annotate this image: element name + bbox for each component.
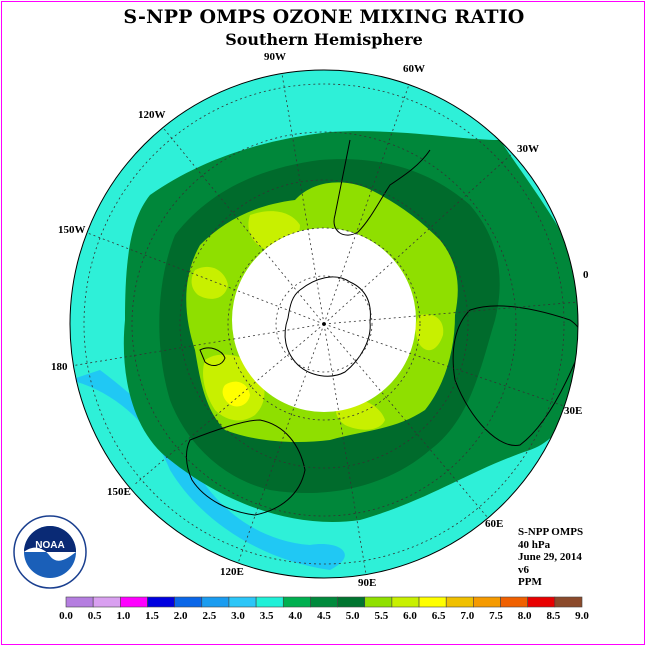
version-label: v6 [518, 563, 529, 576]
observation-date: June 29, 2014 [518, 551, 582, 563]
colorbar-swatch [554, 596, 583, 608]
south-pole-marker [322, 322, 326, 326]
lon-label-30e: 30E [564, 405, 582, 417]
lon-label-120w: 120W [138, 109, 166, 121]
colorbar-swatch [445, 596, 474, 608]
south-america-coastline [333, 139, 431, 236]
instrument-label: S-NPP OMPS [518, 526, 584, 538]
colorbar-tick-label: 3.0 [231, 610, 245, 622]
lon-label-90w: 90W [264, 51, 286, 63]
colorbar-swatch [147, 596, 175, 608]
lon-label-180: 180 [51, 361, 68, 373]
lon-label-0: 0 [583, 269, 589, 281]
colorbar-tick-label: 4.5 [317, 610, 331, 622]
colorbar-tick-label: 9.0 [575, 610, 589, 622]
lon-label-60e: 60E [485, 518, 503, 530]
colorbar-tick-label: 5.5 [374, 610, 388, 622]
colorbar-swatch [527, 596, 556, 608]
colorbar-swatch [174, 596, 203, 608]
noaa-logo-text: NOAA [35, 540, 64, 551]
colorbar-swatch [282, 596, 311, 608]
polar-night-region [232, 228, 416, 412]
lon-label-90e: 90E [358, 577, 376, 589]
map-title: S-NPP OMPS OZONE MIXING RATIO [123, 6, 525, 28]
ozone-band-5.5-6.0 [191, 266, 228, 299]
colorbar-tick-label: 8.5 [546, 610, 560, 622]
antarctica-coastline [284, 276, 371, 377]
colorbar-swatch [65, 596, 94, 608]
colorbar-tick-label: 2.5 [202, 610, 216, 622]
colorbar-swatch [228, 596, 257, 608]
info-block: S-NPP OMPS 40 hPa June 29, 2014 v6 PPM [518, 526, 583, 589]
colorbar-swatch [92, 596, 121, 608]
colorbar-tick-label: 1.0 [116, 610, 130, 622]
colorbar-tick-label: 0.0 [59, 610, 73, 622]
colorbar: 0.0 0.5 1.0 1.5 2.0 2.5 3.0 3.5 4.0 4.5 5.0 5.5 6.0 6… [59, 596, 589, 622]
pressure-level: 40 hPa [518, 538, 551, 551]
colorbar-swatch [500, 596, 528, 608]
colorbar-swatch [391, 596, 420, 608]
colorbar-tick-label: 6.5 [432, 610, 446, 622]
colorbar-tick-label: 3.5 [260, 610, 274, 622]
colorbar-swatch [201, 596, 230, 608]
graticule [70, 70, 578, 578]
map-subtitle: Southern Hemisphere [225, 30, 423, 49]
ozone-band-3.0-3.5 [70, 370, 345, 570]
noaa-logo: NOAA [13, 515, 87, 589]
colorbar-tick-label: 8.0 [518, 610, 532, 622]
africa-coastline [452, 305, 578, 447]
colorbar-tick-label: 6.0 [403, 610, 417, 622]
colorbar-tick-label: 7.5 [489, 610, 503, 622]
ozone-field [70, 70, 578, 578]
colorbar-tick-label: 2.0 [174, 610, 188, 622]
colorbar-swatch [120, 596, 148, 608]
new-zealand-coastline [199, 347, 226, 366]
colorbar-swatch [418, 596, 447, 608]
ozone-band-5.5-6.0 [415, 314, 444, 351]
units-label: PPM [518, 576, 542, 588]
map-boundary [69, 69, 579, 579]
lon-label-30w: 30W [517, 143, 539, 155]
lon-label-120e: 120E [220, 566, 244, 578]
colorbar-tick-label: 7.0 [460, 610, 474, 622]
colorbar-tick-label: 4.0 [288, 610, 302, 622]
australia-coastline [186, 419, 306, 516]
colorbar-swatch [310, 596, 338, 608]
ozone-band-6.0-6.5 [222, 381, 250, 407]
colorbar-swatch [255, 596, 284, 608]
colorbar-tick-label: 0.5 [88, 610, 102, 622]
colorbar-swatch [473, 596, 501, 608]
colorbar-tick-label: 5.0 [346, 610, 360, 622]
lon-label-150w: 150W [58, 224, 86, 236]
colorbar-tick-label: 1.5 [145, 610, 159, 622]
lon-label-60w: 60W [403, 63, 425, 75]
colorbar-swatch [337, 596, 366, 608]
colorbar-swatch [364, 596, 393, 608]
lon-label-150e: 150E [107, 486, 131, 498]
